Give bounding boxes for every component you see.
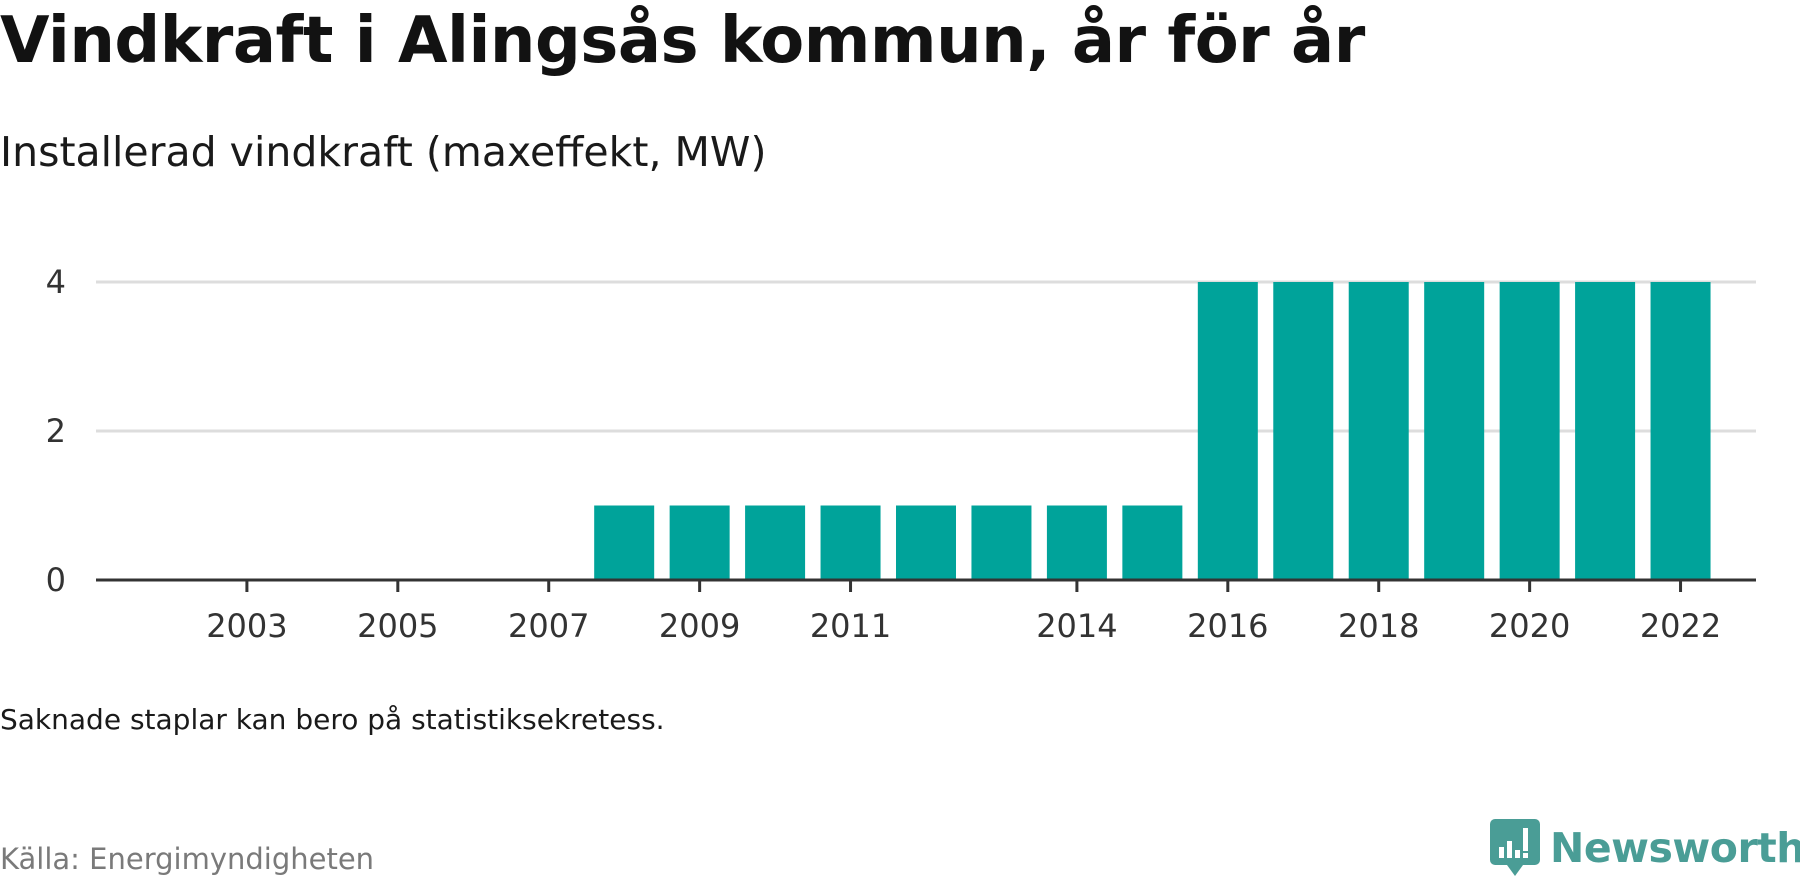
brand-logo: Newsworthy (1490, 818, 1800, 878)
bar-2018 (1348, 282, 1409, 580)
x-tick-label: 2003 (206, 607, 287, 645)
x-tick-label: 2011 (810, 607, 891, 645)
bars (594, 282, 1711, 580)
bar-2021 (1575, 282, 1636, 580)
bar-2008 (594, 505, 655, 580)
x-tick-label: 2016 (1187, 607, 1268, 645)
x-tick-label: 2007 (508, 607, 589, 645)
bar-2009 (669, 505, 730, 580)
bar-2019 (1424, 282, 1485, 580)
bar-2012 (896, 505, 956, 580)
bar-2014 (1046, 505, 1107, 580)
axes (96, 578, 1756, 592)
source-text: Källa: Energimyndigheten (0, 842, 375, 876)
x-tick-label: 2018 (1338, 607, 1419, 645)
bar-2020 (1499, 282, 1560, 580)
x-tick-label: 2005 (357, 607, 438, 645)
chart-title: Vindkraft i Alingsås kommun, år för år (0, 4, 1365, 78)
x-tick-label: 2014 (1036, 607, 1117, 645)
brand-name: Newsworthy (1550, 824, 1800, 872)
bar-2010 (745, 505, 806, 580)
x-tick-label: 2022 (1640, 607, 1721, 645)
bar-2011 (820, 505, 881, 580)
y-tick-label: 0 (46, 561, 66, 599)
bar-2022 (1650, 282, 1711, 580)
chart-bubble-icon (1490, 819, 1540, 876)
x-tick-label: 2009 (659, 607, 740, 645)
bar-2013 (971, 505, 1032, 580)
bar-2016 (1197, 282, 1258, 580)
bar-chart: 0 2 4 2003 2005 2007 2009 2011 2014 2016 2018 2020 2… (46, 263, 1756, 645)
footnote: Saknade staplar kan bero på statistiksek… (0, 703, 665, 736)
x-tick-label: 2020 (1489, 607, 1570, 645)
chart-subtitle: Installerad vindkraft (maxeffekt, MW) (0, 128, 767, 176)
y-tick-label: 4 (46, 263, 66, 301)
tick-labels: 0 2 4 2003 2005 2007 2009 2011 2014 2016 2018 2020 2… (46, 263, 1722, 645)
y-tick-label: 2 (46, 412, 66, 450)
bar-2015 (1122, 505, 1183, 580)
bar-2017 (1273, 282, 1334, 580)
